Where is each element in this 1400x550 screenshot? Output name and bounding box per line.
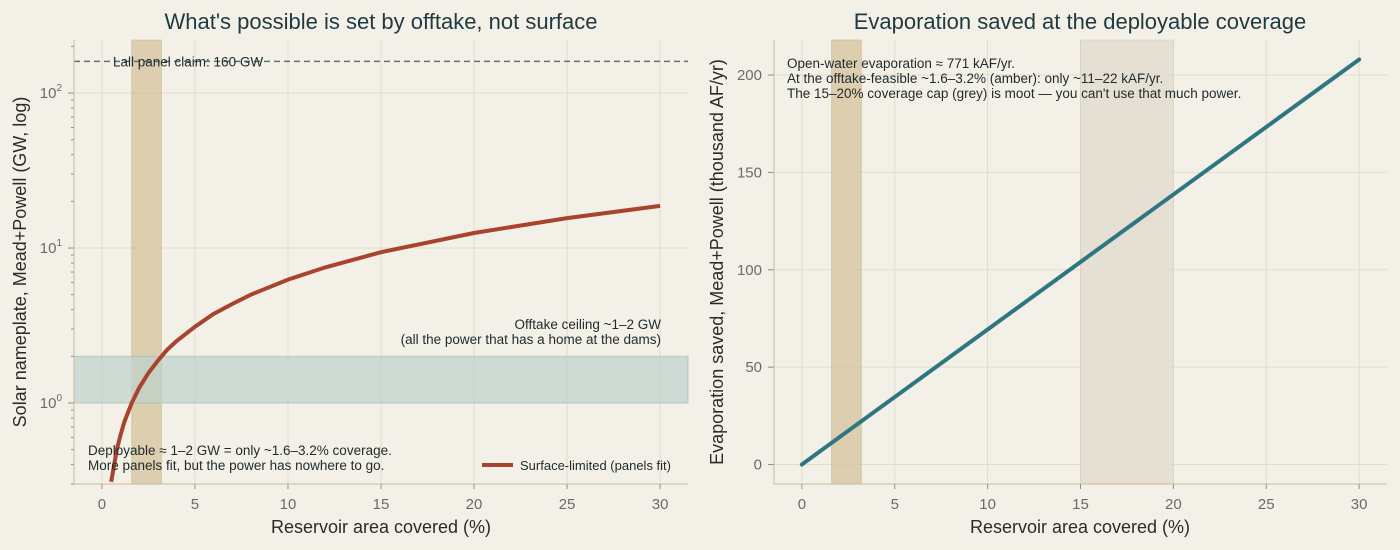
left-y-axis-label: Solar nameplate, Mead+Powell (GW, log) <box>10 97 30 428</box>
left-x-tick-label: 0 <box>98 496 106 513</box>
right-x-tick-label: 0 <box>798 496 806 513</box>
evaporation-saved-line <box>799 57 1362 467</box>
right-x-tick-label: 10 <box>979 496 996 513</box>
left-y-tick-label: 100 <box>40 393 63 412</box>
deployable-annotation-line2: More panels fit, but the power has nowhe… <box>88 458 384 473</box>
legend: Surface-limited (panels fit) <box>482 458 671 473</box>
evaporation-note-line1: Open-water evaporation ≈ 771 kAF/yr. <box>787 56 1015 71</box>
evaporation-note-line2: At the offtake-feasible ~1.6–3.2% (amber… <box>787 71 1163 86</box>
left-ticks: 0 5 10 15 20 25 30 100 101 102 <box>40 45 669 513</box>
left-y-tick-label: 102 <box>40 83 63 102</box>
right-x-axis-label: Reservoir area covered (%) <box>970 517 1190 537</box>
right-x-tick-label: 5 <box>891 496 899 513</box>
right-x-tick-label: 30 <box>1351 496 1368 513</box>
right-y-tick-label: 150 <box>737 164 762 181</box>
left-chart-title: What's possible is set by offtake, not s… <box>164 9 597 34</box>
left-grid <box>74 40 688 484</box>
right-x-tick-label: 25 <box>1258 496 1275 513</box>
legend-label-surface-limited: Surface-limited (panels fit) <box>520 458 671 473</box>
right-ticks: 0 5 10 15 20 25 30 0 50 100 150 200 <box>737 67 1368 513</box>
right-chart-title: Evaporation saved at the deployable cove… <box>854 9 1307 34</box>
right-y-tick-label: 200 <box>737 67 762 84</box>
right-y-tick-label: 100 <box>737 262 762 279</box>
left-x-tick-label: 25 <box>559 496 576 513</box>
right-panel: 0 5 10 15 20 25 30 0 50 100 150 200 Open-water evap… <box>707 9 1387 537</box>
left-x-tick-label: 15 <box>373 496 390 513</box>
deployable-annotation-line1: Deployable ≈ 1–2 GW = only ~1.6–3.2% cov… <box>88 443 392 458</box>
offtake-ceiling-band <box>73 355 689 404</box>
right-y-tick-label: 50 <box>745 359 762 376</box>
right-y-tick-label: 0 <box>754 457 762 474</box>
evaporation-note-line3: The 15–20% coverage cap (grey) is moot —… <box>787 86 1241 101</box>
left-panel: Lall panel claim: 160 GW 0 5 10 15 20 25 30 100… <box>10 9 689 537</box>
left-bands <box>73 39 689 485</box>
surface-limited-curve <box>109 203 661 483</box>
left-x-axis-label: Reservoir area covered (%) <box>271 517 491 537</box>
left-x-tick-label: 5 <box>191 496 199 513</box>
grey-coverage-cap-band <box>1080 39 1174 485</box>
right-x-tick-label: 15 <box>1072 496 1089 513</box>
left-y-tick-label: 101 <box>40 238 63 257</box>
offtake-annotation-line1: Offtake ceiling ~1–2 GW <box>515 317 662 332</box>
left-x-tick-label: 30 <box>652 496 669 513</box>
left-x-tick-label: 20 <box>466 496 483 513</box>
claim-label: Lall panel claim: 160 GW <box>113 54 263 69</box>
amber-coverage-band <box>831 39 862 485</box>
left-x-tick-label: 10 <box>280 496 297 513</box>
amber-coverage-band <box>131 39 162 485</box>
right-x-tick-label: 20 <box>1165 496 1182 513</box>
right-bands <box>831 39 1174 485</box>
right-y-axis-label: Evaporation saved, Mead+Powell (thousand… <box>707 59 727 465</box>
offtake-annotation-line2: (all the power that has a home at the da… <box>401 332 661 347</box>
